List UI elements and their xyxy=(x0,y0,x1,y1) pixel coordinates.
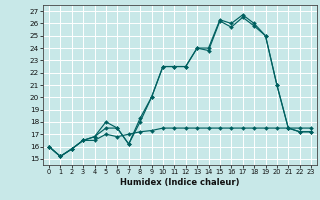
X-axis label: Humidex (Indice chaleur): Humidex (Indice chaleur) xyxy=(120,178,240,187)
